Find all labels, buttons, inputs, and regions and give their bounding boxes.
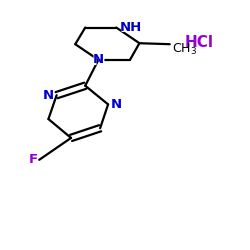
Text: N: N xyxy=(111,95,125,113)
Text: N: N xyxy=(42,89,54,102)
Text: CH$_3$: CH$_3$ xyxy=(172,40,204,59)
Text: HCl: HCl xyxy=(182,34,218,52)
Text: N: N xyxy=(40,86,54,104)
Text: N: N xyxy=(93,53,104,66)
Text: HCl: HCl xyxy=(185,36,214,51)
Text: NH: NH xyxy=(119,20,142,34)
Text: F: F xyxy=(29,153,38,166)
Text: N: N xyxy=(92,51,105,69)
Text: F: F xyxy=(26,151,38,169)
Text: N: N xyxy=(111,98,122,111)
Text: NH: NH xyxy=(119,18,147,36)
Text: CH$_3$: CH$_3$ xyxy=(172,42,197,57)
